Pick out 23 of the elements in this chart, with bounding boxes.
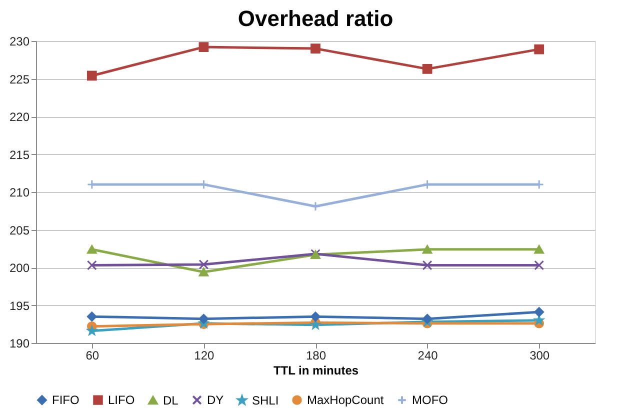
chart-title: Overhead ratio: [238, 6, 394, 31]
y-tick-label: 195: [9, 298, 30, 313]
legend-label: LIFO: [108, 393, 135, 408]
legend-label: DY: [207, 393, 224, 408]
x-tick-label: 240: [418, 348, 438, 362]
y-tick-label: 200: [9, 261, 30, 275]
legend-label: DL: [163, 393, 179, 408]
x-tick-label: 60: [86, 348, 100, 362]
y-tick-label: 225: [9, 72, 30, 86]
x-tick-label: 120: [194, 348, 215, 362]
y-tick-label: 220: [9, 110, 30, 124]
y-tick-label: 215: [9, 148, 30, 162]
x-axis-title: TTL in minutes: [273, 364, 359, 378]
x-tick-label: 300: [530, 348, 550, 362]
legend-label: FIFO: [52, 393, 80, 408]
legend-label: SHLI: [252, 393, 279, 408]
y-tick-label: 230: [9, 34, 30, 48]
legend-label: MOFO: [412, 393, 448, 408]
x-tick-label: 180: [306, 348, 326, 362]
y-tick-label: 210: [9, 186, 30, 200]
y-tick-label: 190: [9, 336, 30, 350]
y-tick-label: 205: [9, 223, 30, 238]
legend-label: MaxHopCount: [307, 393, 384, 408]
